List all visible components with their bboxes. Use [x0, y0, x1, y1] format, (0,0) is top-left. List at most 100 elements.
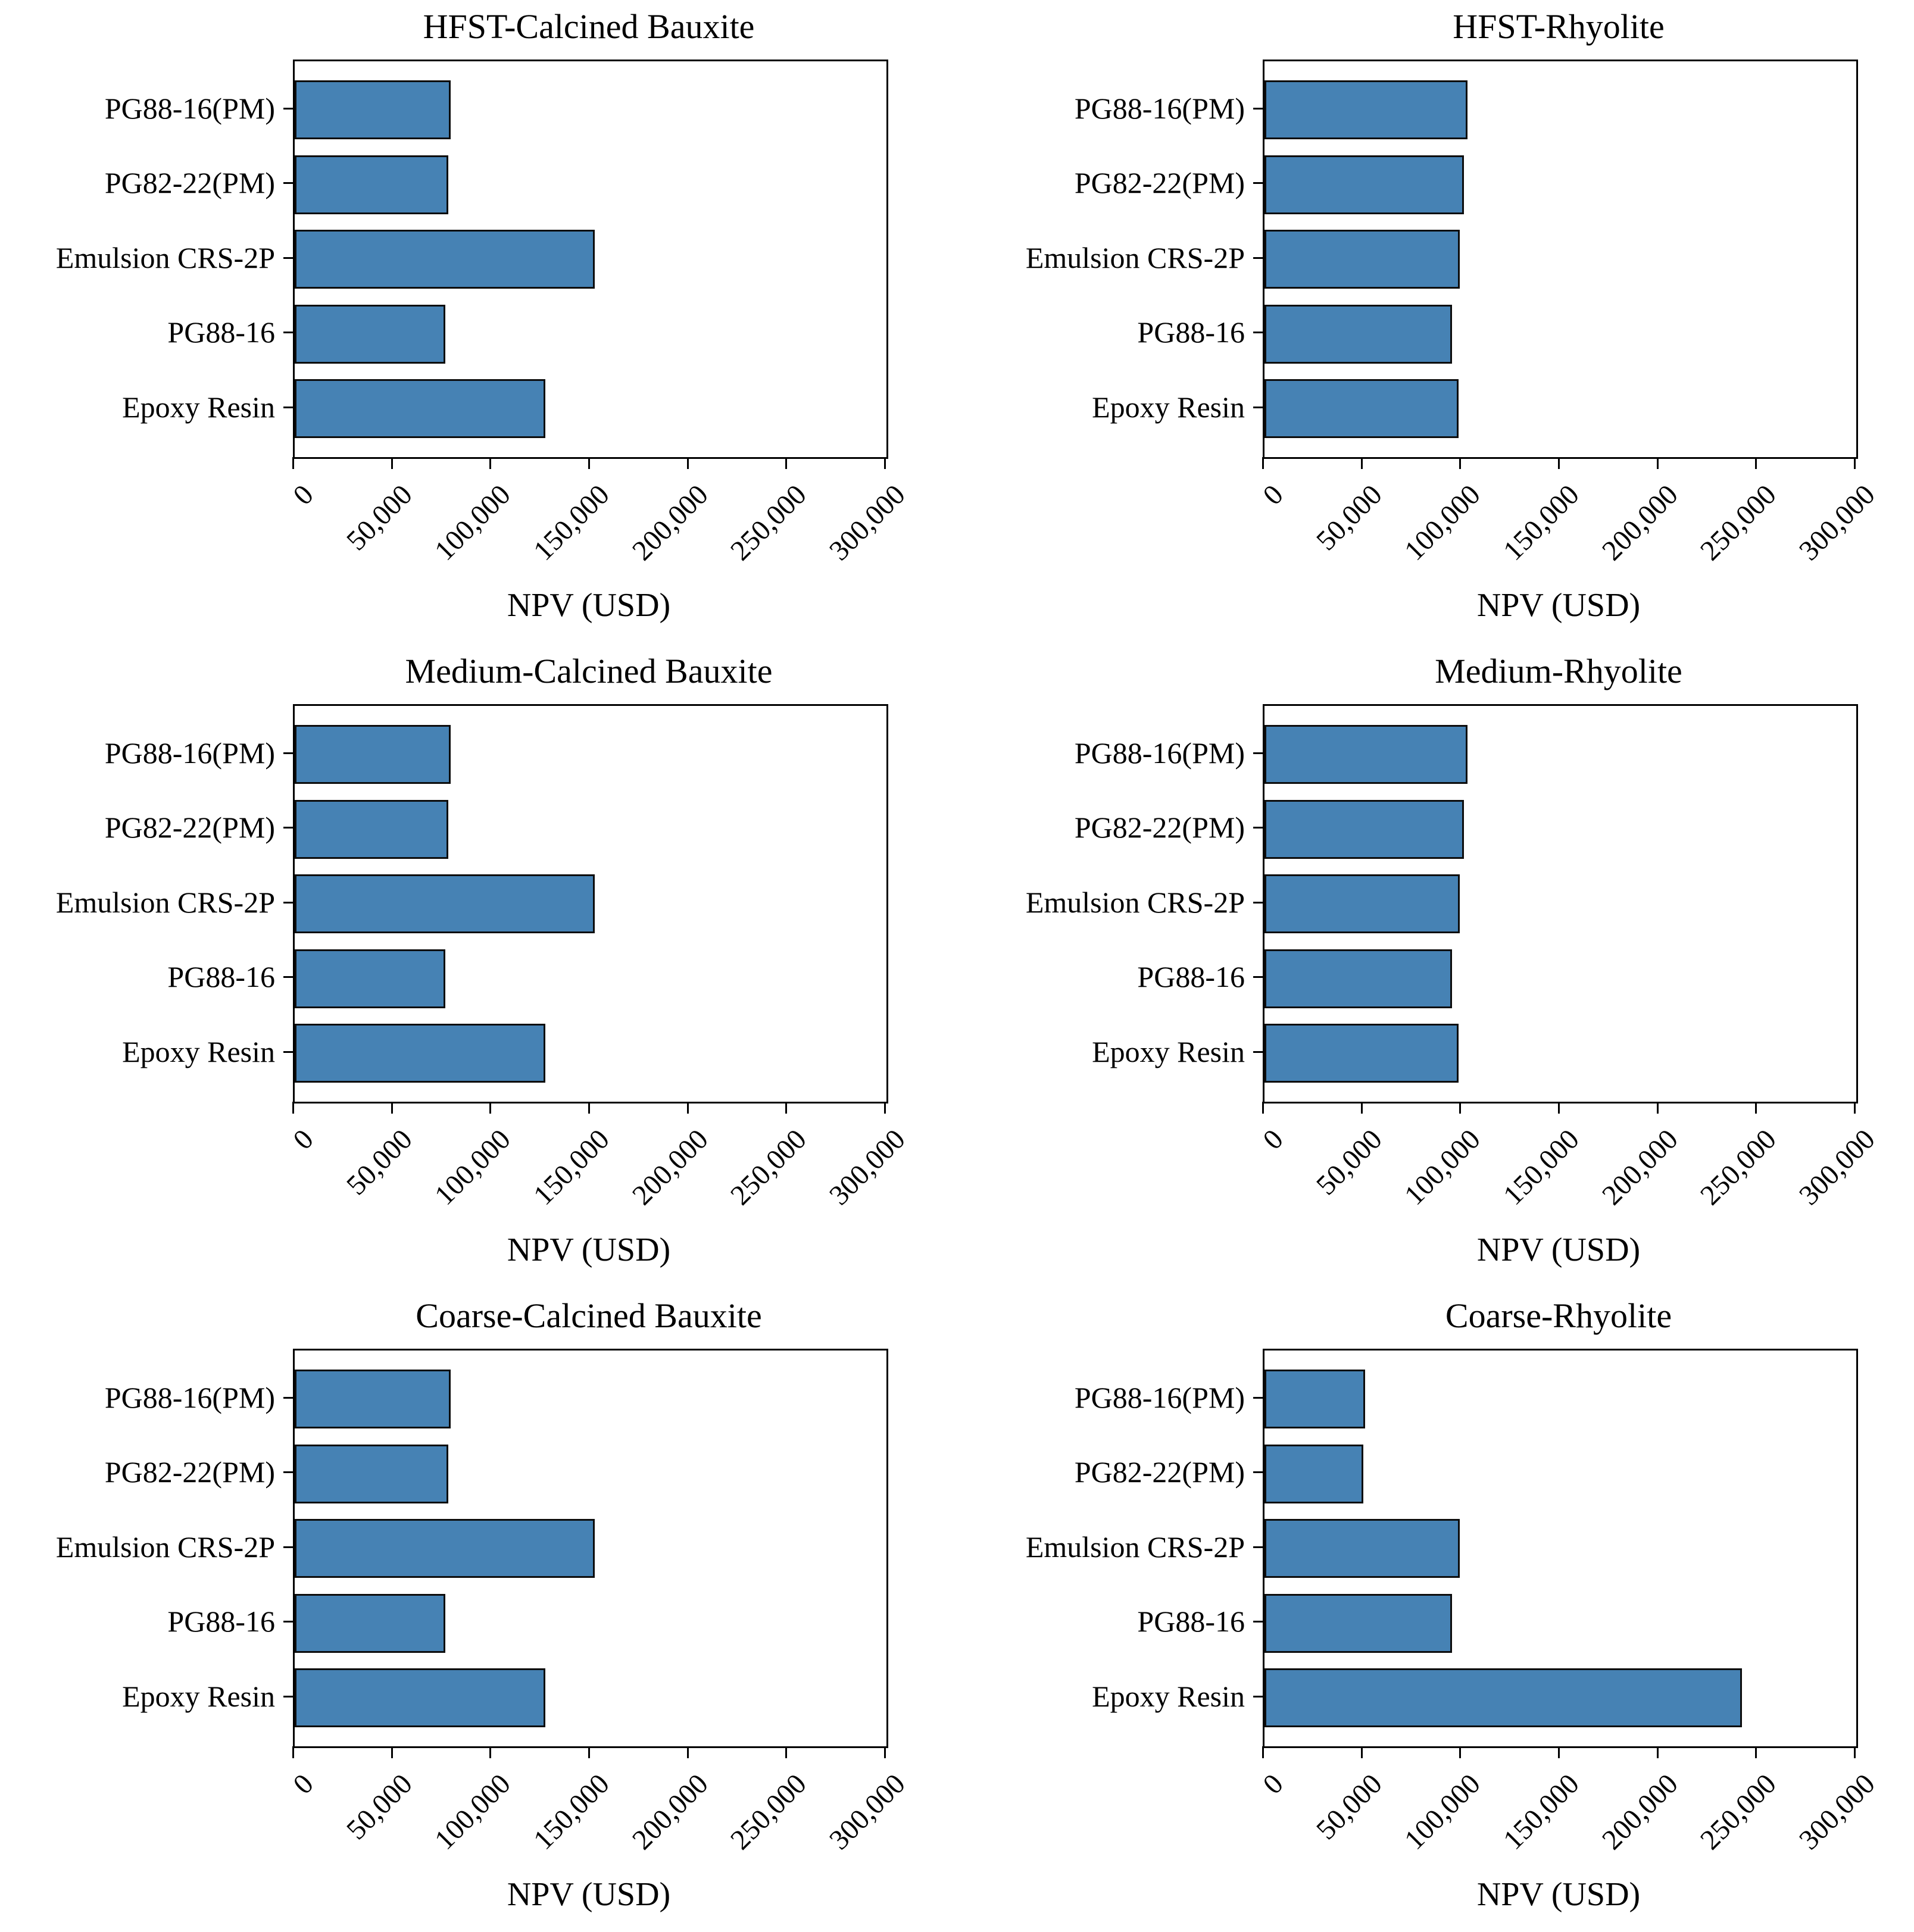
x-axis-tick [588, 1746, 590, 1758]
x-axis-label: NPV (USD) [1476, 587, 1641, 624]
bar-pg88-16 [1264, 949, 1452, 1008]
x-axis-tick [1361, 457, 1363, 469]
y-axis-tick [283, 901, 293, 904]
bar-pg82-22-pm [1264, 155, 1464, 214]
x-tick-label: 250,000 [724, 1123, 813, 1212]
y-axis-tick [283, 406, 293, 408]
x-axis-tick [391, 457, 393, 469]
x-tick-label: 200,000 [1595, 1768, 1684, 1856]
y-tick-label: Emulsion CRS-2P [55, 885, 275, 919]
x-tick-label: 100,000 [1398, 1123, 1487, 1212]
bar-emulsion-crs-2p [1264, 1519, 1460, 1578]
y-tick-label: PG88-16(PM) [1074, 1380, 1245, 1414]
y-axis-tick [1253, 1695, 1263, 1697]
x-axis-tick [391, 1102, 393, 1114]
bar-emulsion-crs-2p [295, 230, 595, 289]
x-tick-label: 0 [287, 1123, 320, 1156]
y-axis-tick [1253, 1546, 1263, 1548]
x-tick-label: 150,000 [1497, 1123, 1585, 1212]
chart-subplot-hfst-rhyolite: HFST-Rhyolite PG88-16(PM) PG82-22(PM) Emuls… [957, 0, 1914, 643]
chart-subplot-medium-rhyolite: Medium-Rhyolite PG88-16(PM) PG82-22(PM) Emu… [957, 645, 1914, 1287]
chart-title: Medium-Rhyolite [1435, 652, 1682, 690]
x-tick-label: 100,000 [1398, 1768, 1487, 1856]
chart-title: Coarse-Calcined Bauxite [416, 1296, 762, 1335]
y-axis-tick [283, 107, 293, 110]
chart-title: HFST-Calcined Bauxite [423, 7, 755, 46]
y-tick-label: PG88-16 [1137, 960, 1245, 993]
bar-epoxy-resin [1264, 379, 1459, 438]
x-tick-label: 50,000 [1310, 479, 1388, 557]
bar-epoxy-resin [295, 1668, 545, 1727]
x-tick-label: 200,000 [626, 1123, 714, 1212]
bar-epoxy-resin [1264, 1024, 1459, 1083]
chart-title: HFST-Rhyolite [1453, 7, 1665, 46]
bar-pg88-16-pm [295, 1370, 451, 1428]
y-axis-tick [1253, 257, 1263, 259]
bar-pg88-16 [295, 304, 445, 364]
y-tick-label: Epoxy Resin [122, 390, 275, 424]
bar-epoxy-resin [295, 1024, 545, 1083]
x-tick-label: 300,000 [1793, 1768, 1881, 1856]
x-tick-label: 50,000 [1310, 1123, 1388, 1202]
plot-area [1263, 1349, 1858, 1748]
y-axis-tick [283, 752, 293, 754]
x-axis-tick [1755, 1102, 1757, 1114]
x-axis-tick [489, 1746, 491, 1758]
bar-pg88-16 [295, 1593, 445, 1653]
x-axis-tick [1459, 1102, 1461, 1114]
x-axis-tick [1361, 1102, 1363, 1114]
bar-emulsion-crs-2p [1264, 230, 1460, 289]
y-axis-tick [1253, 827, 1263, 829]
y-tick-label: PG88-16 [1137, 315, 1245, 349]
y-axis-tick [283, 1546, 293, 1548]
y-tick-label: PG88-16 [1137, 1605, 1245, 1638]
x-axis-tick [1657, 457, 1659, 469]
x-axis-tick [292, 1746, 294, 1758]
x-axis-tick [884, 1102, 886, 1114]
x-axis-tick [1459, 457, 1461, 469]
chart-title: Medium-Calcined Bauxite [405, 652, 773, 690]
bar-pg88-16-pm [1264, 1370, 1365, 1428]
y-axis-tick [283, 1396, 293, 1399]
x-axis-tick [1558, 1746, 1560, 1758]
chart-subplot-hfst-calcined-bauxite: HFST-Calcined Bauxite PG88-16(PM) PG82-22(… [0, 0, 957, 643]
x-axis-tick [588, 1102, 590, 1114]
bar-pg88-16 [1264, 1593, 1452, 1653]
x-tick-label: 300,000 [823, 1123, 911, 1212]
x-tick-label: 50,000 [340, 1123, 419, 1202]
chart-title: Coarse-Rhyolite [1445, 1296, 1672, 1335]
x-tick-label: 50,000 [1310, 1768, 1388, 1846]
x-tick-label: 150,000 [527, 1768, 616, 1856]
y-axis-tick [1253, 901, 1263, 904]
y-tick-label: Emulsion CRS-2P [55, 240, 275, 274]
y-tick-label: Epoxy Resin [1092, 1034, 1245, 1068]
x-axis-tick [292, 457, 294, 469]
y-axis-tick [1253, 406, 1263, 408]
bar-emulsion-crs-2p [295, 1519, 595, 1578]
y-axis-tick [1253, 182, 1263, 184]
bar-pg88-16-pm [295, 725, 451, 784]
plot-area [1263, 60, 1858, 459]
bar-emulsion-crs-2p [1264, 874, 1460, 933]
x-tick-label: 250,000 [724, 1768, 813, 1856]
x-axis-tick [1657, 1102, 1659, 1114]
y-tick-label: PG82-22(PM) [1074, 166, 1245, 199]
y-axis-tick [283, 827, 293, 829]
bar-pg88-16-pm [1264, 80, 1467, 139]
x-axis-tick [489, 1102, 491, 1114]
y-axis-tick [283, 182, 293, 184]
x-axis-tick [588, 457, 590, 469]
y-tick-label: Emulsion CRS-2P [1025, 885, 1245, 919]
y-axis-tick [1253, 976, 1263, 978]
y-tick-label: PG88-16 [167, 960, 275, 993]
x-axis-tick [1854, 457, 1856, 469]
x-axis-tick [687, 1746, 689, 1758]
plot-area [293, 60, 888, 459]
y-tick-label: PG82-22(PM) [104, 166, 275, 199]
plot-area [293, 704, 888, 1103]
chart-subplot-coarse-rhyolite: Coarse-Rhyolite PG88-16(PM) PG82-22(PM) Emu… [957, 1289, 1914, 1932]
x-tick-label: 50,000 [340, 479, 419, 557]
bar-pg82-22-pm [295, 1444, 448, 1503]
y-tick-label: Emulsion CRS-2P [55, 1530, 275, 1564]
